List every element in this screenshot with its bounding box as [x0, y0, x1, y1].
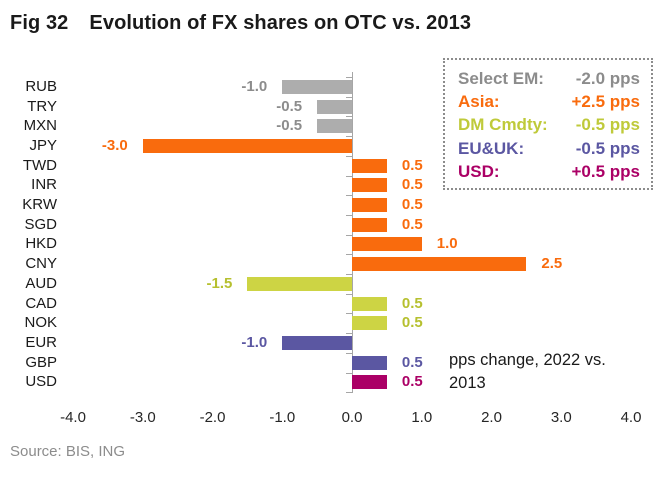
category-label-cad: CAD: [25, 294, 57, 312]
bar-try: [317, 99, 352, 114]
category-label-krw: KRW: [22, 196, 57, 214]
value-label-hkd: 1.0: [436, 235, 458, 253]
category-label-mxn: MXN: [23, 117, 57, 135]
category-label-nok: NOK: [24, 314, 57, 332]
category-label-usd: USD: [25, 373, 57, 391]
legend-label: Select EM:: [458, 69, 544, 88]
category-label-try: TRY: [27, 97, 57, 115]
axis-tick-mark: [346, 333, 352, 335]
axis-tick-mark: [346, 214, 352, 216]
bar-rub: [282, 79, 352, 94]
legend-row: Select EM: -2.0 pps: [458, 67, 640, 90]
bar-sgd: [352, 217, 387, 232]
category-label-inr: INR: [31, 176, 57, 194]
legend-label: USD:: [458, 161, 500, 181]
axis-tick-mark: [346, 274, 352, 275]
legend-row: DM Cmdty: -0.5 pps: [458, 113, 640, 136]
category-label-hkd: HKD: [25, 235, 57, 253]
bar-cad: [352, 296, 387, 311]
value-label-eur: -1.0: [241, 333, 268, 351]
bar-aud: [247, 276, 352, 291]
axis-annotation: pps change, 2022 vs. 2013: [449, 351, 606, 392]
axis-tick-mark: [346, 155, 352, 157]
axis-tick-mark: [346, 293, 352, 295]
value-label-sgd: 0.5: [401, 215, 423, 233]
figure-number: Fig 32: [10, 12, 69, 34]
legend-label: DM Cmdty:: [458, 115, 548, 135]
category-label-jpy: JPY: [29, 136, 57, 154]
value-label-jpy: -3.0: [101, 136, 128, 154]
axis-tick-mark: [346, 77, 352, 78]
bar-mxn: [317, 119, 352, 134]
legend-row: USD: +0.5 pps: [458, 160, 640, 183]
legend-value: +0.5 pps: [571, 161, 640, 181]
value-label-aud: -1.5: [206, 274, 233, 292]
axis-tick-mark: [346, 392, 352, 394]
legend-value: +2.5 pps: [571, 92, 640, 112]
bar-krw: [352, 198, 387, 213]
category-label-rub: RUB: [25, 77, 57, 95]
bar-gbp: [352, 355, 387, 370]
bar-cny: [352, 257, 527, 272]
bar-jpy: [142, 138, 352, 153]
category-label-eur: EUR: [25, 333, 57, 351]
axis-tick-mark: [346, 175, 352, 177]
x-axis-tick-label: -4.0: [60, 409, 86, 426]
zero-axis-line: [352, 72, 353, 394]
axis-tick-mark: [346, 136, 352, 138]
value-label-cad: 0.5: [401, 294, 423, 312]
x-axis-tick-label: -3.0: [129, 409, 156, 426]
legend-row: Asia: +2.5 pps: [458, 90, 640, 113]
chart-legend: Select EM: -2.0 pps Asia: +2.5 pps DM Cmdty:…: [443, 58, 653, 190]
bar-twd: [352, 158, 387, 173]
axis-tick-mark: [346, 116, 352, 118]
x-axis-tick-label: 0.0: [341, 409, 363, 426]
value-label-cny: 2.5: [541, 255, 563, 273]
legend-label: Asia:: [458, 92, 500, 112]
category-label-sgd: SGD: [24, 215, 57, 233]
axis-tick-mark: [346, 195, 352, 197]
axis-tick-mark: [346, 313, 352, 315]
value-label-twd: 0.5: [401, 156, 423, 174]
value-label-krw: 0.5: [401, 196, 423, 214]
value-label-nok: 0.5: [401, 314, 423, 332]
bar-hkd: [352, 237, 422, 252]
value-label-rub: -1.0: [241, 77, 268, 95]
bar-nok: [352, 316, 387, 331]
legend-value: -0.5 pps: [575, 138, 640, 158]
value-label-inr: 0.5: [401, 176, 423, 194]
legend-value: -0.5 pps: [575, 115, 640, 135]
legend-value: -2.0 pps: [575, 69, 640, 88]
legend-label: EU&UK:: [458, 138, 525, 158]
x-axis-tick-label: 4.0: [620, 409, 642, 426]
x-axis-tick-label: 1.0: [411, 409, 433, 426]
bar-inr: [352, 178, 387, 193]
category-label-twd: TWD: [22, 156, 57, 174]
axis-tick-mark: [346, 352, 352, 354]
value-label-try: -0.5: [276, 97, 303, 115]
figure-title-text: Evolution of FX shares on OTC vs. 2013: [89, 12, 472, 34]
axis-tick-mark: [346, 234, 352, 236]
legend-row: EU&UK: -0.5 pps: [458, 137, 640, 160]
axis-tick-mark: [346, 96, 352, 98]
category-label-gbp: GBP: [25, 353, 57, 371]
value-label-gbp: 0.5: [401, 353, 423, 371]
value-label-mxn: -0.5: [276, 117, 303, 135]
x-axis-tick-label: 2.0: [481, 409, 502, 426]
bar-usd: [352, 375, 387, 390]
x-axis-tick-label: -2.0: [199, 409, 226, 426]
figure-title: Fig 32 Evolution of FX shares on OTC vs. …: [10, 12, 471, 35]
category-label-cny: CNY: [25, 255, 57, 273]
value-label-usd: 0.5: [401, 373, 423, 391]
x-axis-tick-label: -1.0: [269, 409, 296, 426]
axis-tick-mark: [346, 372, 352, 374]
bar-eur: [282, 335, 352, 350]
x-axis-tick-label: 3.0: [550, 409, 572, 426]
source-note: Source: BIS, ING: [10, 443, 126, 460]
category-label-aud: AUD: [25, 274, 57, 292]
axis-tick-mark: [346, 254, 352, 256]
